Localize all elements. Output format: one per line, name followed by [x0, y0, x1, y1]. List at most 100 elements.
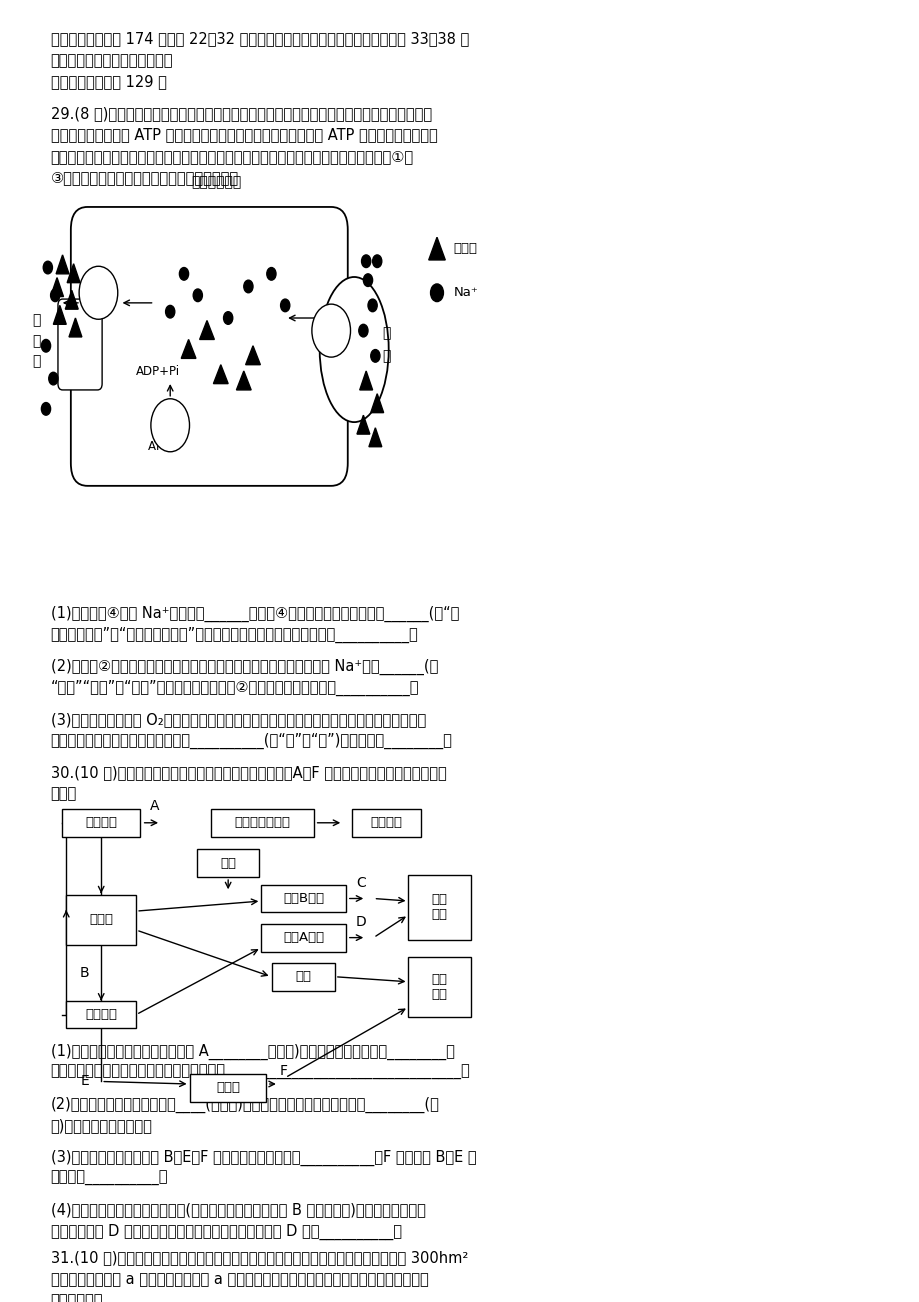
Text: ①: ① [93, 286, 104, 299]
Circle shape [41, 402, 51, 415]
Polygon shape [245, 346, 260, 365]
Text: 发性主动运输。下图为人的小肠上皮细胞与肠腔、组织液之间的部分物质交示意图，标号①～: 发性主动运输。下图为人的小肠上皮细胞与肠腔、组织液之间的部分物质交示意图，标号①… [51, 148, 414, 164]
Text: 垂体前叶: 垂体前叶 [85, 1008, 117, 1021]
FancyBboxPatch shape [272, 963, 335, 991]
Text: 29.(8 分)许多物质在逆浓度进出细胞时都依赖于载体蛋白，且需要消耗能量，这种运输方式叫: 29.(8 分)许多物质在逆浓度进出细胞时都依赖于载体蛋白，且需要消耗能量，这种… [51, 105, 431, 121]
Circle shape [430, 284, 443, 302]
Text: 小肠上皮细胞: 小肠上皮细胞 [191, 174, 241, 189]
Text: (4)研究者给家兔注射链脲佐菌素(一种可以特异性破坏胰岛 B 细胞的药物)，一段时间后测定: (4)研究者给家兔注射链脲佐菌素(一种可以特异性破坏胰岛 B 细胞的药物)，一段… [51, 1203, 425, 1217]
FancyBboxPatch shape [71, 207, 347, 486]
Circle shape [151, 398, 189, 452]
FancyBboxPatch shape [210, 809, 313, 837]
Polygon shape [236, 371, 251, 389]
Text: 下丘脑: 下丘脑 [89, 914, 113, 927]
Polygon shape [65, 290, 78, 309]
Text: 放，而只作用于肆小管和集合管细胞的原因是________________________________。: 放，而只作用于肆小管和集合管细胞的原因是____________________… [51, 1065, 470, 1081]
Text: （一）必考题：共 129 分: （一）必考题：共 129 分 [51, 74, 166, 90]
Polygon shape [370, 393, 383, 413]
Circle shape [41, 340, 51, 352]
Text: 糖进入该细胞的速率是否会受影响？__________(填“是”或“否”)，理由是：________。: 糖进入该细胞的速率是否会受影响？__________(填“是”或“否”)，理由是… [51, 733, 452, 750]
Text: (2)若载体②受蛋白抑制剂的影响而功能减弱，会造成小肠上皮细胞内 Na⁺浓度______(填: (2)若载体②受蛋白抑制剂的影响而功能减弱，会造成小肠上皮细胞内 Na⁺浓度__… [51, 659, 437, 674]
Text: 肠: 肠 [381, 327, 391, 340]
Circle shape [361, 255, 370, 267]
Text: 织: 织 [32, 333, 41, 348]
Polygon shape [53, 306, 66, 324]
Text: 水盐平衡: 水盐平衡 [370, 816, 402, 829]
Text: Na⁺: Na⁺ [453, 286, 478, 299]
Text: ③: ③ [325, 324, 336, 337]
Text: D: D [355, 915, 366, 930]
FancyBboxPatch shape [66, 894, 136, 945]
FancyBboxPatch shape [408, 875, 471, 940]
Text: C: C [356, 876, 365, 891]
Text: 发性主动运输”或“继发性主动运输”），该运输方式所消耗的能量来自于__________。: 发性主动运输”或“继发性主动运输”），该运输方式所消耗的能量来自于_______… [51, 628, 418, 643]
Text: A: A [150, 799, 159, 814]
Text: 胰岛A细胞: 胰岛A细胞 [283, 931, 323, 944]
Text: 的湿地受有害物质 a 污染后，有害物质 a 的浓度在各营养级部分生物种类体内的变化情况。回: 的湿地受有害物质 a 污染后，有害物质 a 的浓度在各营养级部分生物种类体内的变… [51, 1272, 428, 1288]
Text: F: F [279, 1064, 287, 1078]
FancyBboxPatch shape [261, 884, 346, 913]
Circle shape [363, 273, 372, 286]
Text: 径)使血糖浓度保持稳定。: 径)使血糖浓度保持稳定。 [51, 1118, 153, 1133]
FancyBboxPatch shape [408, 957, 471, 1017]
Text: 甲状腺: 甲状腺 [216, 1081, 240, 1094]
Text: ②: ② [165, 419, 176, 432]
Text: 组: 组 [32, 314, 41, 328]
Polygon shape [67, 264, 80, 283]
Text: ③表示不同的载体蛋白。请分析回答以下问题：: ③表示不同的载体蛋白。请分析回答以下问题： [51, 171, 238, 185]
Text: ADP+Pi: ADP+Pi [136, 365, 180, 378]
Circle shape [223, 311, 233, 324]
Polygon shape [359, 371, 372, 389]
Circle shape [244, 280, 253, 293]
Text: (2)正常人饭后半小时，血液中____(填字母)激素含量明显增多，该激素通过________(途: (2)正常人饭后半小时，血液中____(填字母)激素含量明显增多，该激素通过__… [51, 1096, 439, 1113]
Circle shape [368, 299, 377, 311]
Circle shape [370, 349, 380, 362]
FancyBboxPatch shape [66, 1001, 136, 1029]
Circle shape [165, 306, 175, 318]
Circle shape [193, 289, 202, 302]
Text: 答下列问题：: 答下列问题： [51, 1293, 103, 1302]
FancyBboxPatch shape [261, 923, 346, 952]
Text: 三、非选择题：共 174 分。第 22～32 题为必考题，每个试题考生都必须作答。第 33～38 题: 三、非选择题：共 174 分。第 22～32 题为必考题，每个试题考生都必须作答… [51, 31, 469, 47]
Text: 主动运输。其中，由 ATP 直接供能的方式为原发性主动运输，不由 ATP 直接供能的方式为继: 主动运输。其中，由 ATP 直接供能的方式为原发性主动运输，不由 ATP 直接供… [51, 128, 437, 142]
Circle shape [51, 289, 60, 302]
Polygon shape [181, 340, 196, 358]
Text: 30.(10 分)如图为人体内环境稳态部分调节过程示意图，A～F 表示相关激素。请据图回答下列: 30.(10 分)如图为人体内环境稳态部分调节过程示意图，A～F 表示相关激素。… [51, 764, 446, 780]
FancyBboxPatch shape [62, 809, 141, 837]
Circle shape [358, 324, 368, 337]
Polygon shape [56, 255, 69, 273]
Text: 皮肤: 皮肤 [295, 970, 312, 983]
Circle shape [49, 372, 58, 385]
Text: (1)图中载体④运输 Na⁺的方式为______，载体④运输葡萄糖的方式具体为______(填“原: (1)图中载体④运输 Na⁺的方式为______，载体④运输葡萄糖的方式具体为_… [51, 605, 459, 622]
Text: (1)当细胞外液渗透压升高时，激素 A________（名称)释放量增加，该激素由________释: (1)当细胞外液渗透压升高时，激素 A________（名称)释放量增加，该激素… [51, 1044, 454, 1060]
Text: “上升”“下降”或“不变”）。由图可知，载体②的功能包括物质运输和__________。: “上升”“下降”或“不变”）。由图可知，载体②的功能包括物质运输和_______… [51, 680, 419, 697]
Text: 胰岛B细胞: 胰岛B细胞 [283, 892, 323, 905]
Text: 刺激: 刺激 [220, 857, 236, 870]
Text: E: E [80, 1074, 89, 1088]
Text: 血液中的激素 D 的含量，预期与对照组相比，血液中激素 D 含量__________。: 血液中的激素 D 的含量，预期与对照组相比，血液中激素 D 含量________… [51, 1224, 402, 1241]
Text: 垂体后叶: 垂体后叶 [85, 816, 117, 829]
Text: 31.(10 分)湿地生态系统在蓄洪防旱、调节气候等方面有重要作用。右图为某总面积为 300hm²: 31.(10 分)湿地生态系统在蓄洪防旱、调节气候等方面有重要作用。右图为某总面… [51, 1251, 468, 1266]
Circle shape [267, 267, 276, 280]
Circle shape [43, 262, 52, 273]
Text: 问题：: 问题： [51, 786, 77, 801]
Text: (3)受到寒冷刺激时，激素 B、E、F 中分泌量首先增加的是__________，F 的增多对 B、E 的: (3)受到寒冷刺激时，激素 B、E、F 中分泌量首先增加的是__________… [51, 1150, 476, 1165]
Text: 腔: 腔 [381, 349, 391, 363]
Text: 血糖
平衡: 血糖 平衡 [431, 893, 448, 922]
Text: 为选考题，考生根据要求作答。: 为选考题，考生根据要求作答。 [51, 53, 173, 68]
Polygon shape [213, 365, 228, 384]
Ellipse shape [320, 277, 389, 422]
FancyBboxPatch shape [352, 809, 421, 837]
Text: B: B [80, 966, 89, 980]
Text: (3)若小肠上皮细胞因 O₂浓度降低造成细胞呼吸速率下降，结合图中胞内的变化过程判断葡萄: (3)若小肠上皮细胞因 O₂浓度降低造成细胞呼吸速率下降，结合图中胞内的变化过程… [51, 712, 425, 727]
Polygon shape [357, 415, 369, 434]
Circle shape [372, 255, 381, 267]
Circle shape [280, 299, 289, 311]
Circle shape [312, 305, 350, 357]
Text: 肆小管和集合管: 肆小管和集合管 [234, 816, 289, 829]
Polygon shape [69, 318, 82, 337]
Polygon shape [199, 320, 214, 340]
Circle shape [179, 267, 188, 280]
Polygon shape [51, 277, 63, 297]
Text: 液: 液 [32, 354, 41, 368]
